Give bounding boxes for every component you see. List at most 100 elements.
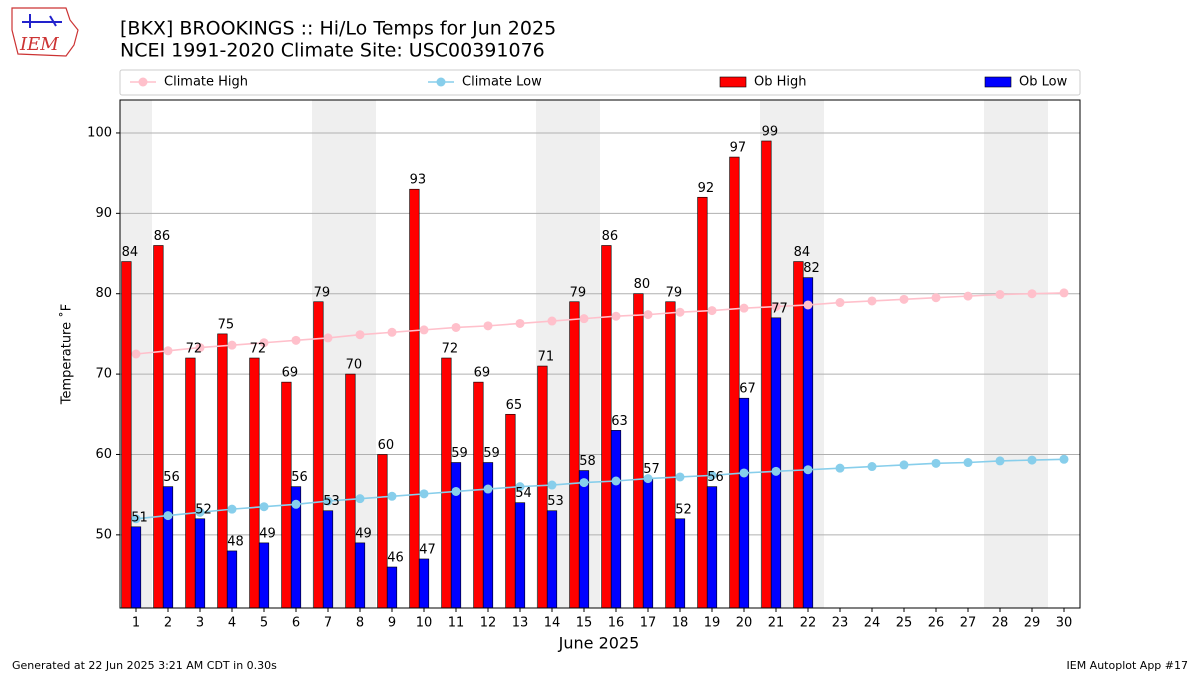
line-marker <box>1059 454 1069 464</box>
line-marker <box>675 472 685 482</box>
bar <box>706 486 718 609</box>
bar <box>610 430 622 609</box>
x-tick-label: 8 <box>356 616 364 631</box>
data-label: 52 <box>195 502 212 517</box>
line-marker <box>291 335 301 345</box>
bar <box>322 510 334 609</box>
bar <box>601 245 612 609</box>
x-tick-label: 11 <box>448 616 465 631</box>
data-label: 65 <box>506 398 523 413</box>
data-label: 75 <box>218 317 235 332</box>
line-marker <box>771 302 781 312</box>
legend-swatch <box>436 77 446 87</box>
data-label: 77 <box>771 301 788 316</box>
x-tick-label: 27 <box>960 616 977 631</box>
data-label: 48 <box>227 534 244 549</box>
data-label: 72 <box>442 342 459 357</box>
data-label: 70 <box>346 358 363 373</box>
x-tick-label: 24 <box>864 616 881 631</box>
line-marker <box>451 322 461 332</box>
x-tick-label: 7 <box>324 616 332 631</box>
y-tick-label: 50 <box>95 527 112 542</box>
x-tick-label: 12 <box>480 616 497 631</box>
logo-outline <box>11 7 79 57</box>
line-marker <box>707 470 717 480</box>
line-marker <box>163 346 173 356</box>
legend-label: Ob High <box>754 75 807 90</box>
bar <box>418 558 430 609</box>
x-tick-label: 22 <box>800 616 817 631</box>
legend-swatch <box>984 76 1012 88</box>
x-tick-label: 13 <box>512 616 529 631</box>
data-label: 86 <box>602 229 619 244</box>
data-label: 53 <box>547 494 564 509</box>
data-label: 99 <box>762 124 779 139</box>
line-marker <box>355 494 365 504</box>
x-tick-label: 16 <box>608 616 625 631</box>
y-tick-label: 60 <box>95 447 112 462</box>
bar <box>194 518 206 609</box>
data-label: 71 <box>538 350 555 365</box>
line-marker <box>1027 455 1037 465</box>
data-label: 82 <box>803 261 820 276</box>
footer-right: IEM Autoplot App #17 <box>1067 659 1189 672</box>
x-tick-label: 5 <box>260 616 268 631</box>
x-tick-label: 14 <box>544 616 561 631</box>
logo-text: IEM <box>19 34 59 55</box>
y-tick-label: 90 <box>95 206 112 221</box>
line-marker <box>611 476 621 486</box>
line-marker <box>387 491 397 501</box>
data-label: 69 <box>474 366 491 381</box>
bar <box>386 566 398 609</box>
bar <box>441 357 452 609</box>
x-tick-label: 15 <box>576 616 593 631</box>
data-label: 49 <box>259 526 276 541</box>
x-tick-label: 26 <box>928 616 945 631</box>
line-marker <box>483 484 493 494</box>
plot-frame <box>119 99 1081 609</box>
y-tick-label: 80 <box>95 286 112 301</box>
bar <box>450 462 462 609</box>
line-marker <box>259 338 269 348</box>
x-tick-label: 29 <box>1024 616 1041 631</box>
x-tick-label: 10 <box>416 616 433 631</box>
line-marker <box>803 465 813 475</box>
line-marker <box>163 511 173 521</box>
line-marker <box>643 310 653 320</box>
data-label: 72 <box>186 342 203 357</box>
bar <box>121 261 132 609</box>
x-axis-label: June 2025 <box>558 634 640 653</box>
line-marker <box>259 502 269 512</box>
line-marker <box>771 466 781 476</box>
line-marker <box>419 325 429 335</box>
bar <box>313 301 324 609</box>
data-label: 59 <box>483 446 500 461</box>
bar <box>258 542 270 609</box>
y-axis-label: Temperature ˚F <box>59 304 75 405</box>
legend-label: Climate Low <box>462 75 542 90</box>
line-marker <box>803 300 813 310</box>
bar <box>281 381 292 609</box>
bar <box>409 188 420 609</box>
footer-left: Generated at 22 Jun 2025 3:21 AM CDT in … <box>12 659 277 672</box>
x-tick-label: 9 <box>388 616 396 631</box>
data-label: 51 <box>131 510 148 525</box>
line-marker <box>707 306 717 316</box>
data-label: 84 <box>122 245 139 260</box>
legend-label: Ob Low <box>1019 75 1068 90</box>
line <box>135 458 1065 520</box>
bar <box>345 373 356 609</box>
bar <box>633 293 644 609</box>
line-marker <box>547 316 557 326</box>
data-label: 69 <box>282 366 299 381</box>
y-tick-label: 70 <box>95 367 112 382</box>
bar <box>578 470 590 609</box>
bar <box>537 365 548 609</box>
line-marker <box>739 468 749 478</box>
x-tick-label: 25 <box>896 616 913 631</box>
x-tick-label: 18 <box>672 616 689 631</box>
line-marker <box>323 333 333 343</box>
line-marker <box>451 486 461 496</box>
